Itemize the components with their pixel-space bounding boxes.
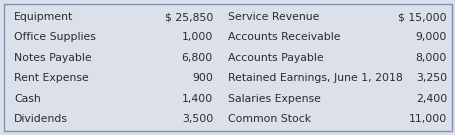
Text: 3,250: 3,250 — [415, 73, 446, 83]
Text: $ 15,000: $ 15,000 — [398, 12, 446, 22]
Text: 8,000: 8,000 — [415, 53, 446, 63]
Text: Cash: Cash — [14, 94, 40, 104]
Text: Service Revenue: Service Revenue — [228, 12, 318, 22]
Text: Accounts Payable: Accounts Payable — [228, 53, 323, 63]
Text: 11,000: 11,000 — [408, 114, 446, 124]
Text: Common Stock: Common Stock — [228, 114, 310, 124]
Text: 1,400: 1,400 — [182, 94, 212, 104]
Text: Salaries Expense: Salaries Expense — [228, 94, 320, 104]
Text: 1,000: 1,000 — [181, 32, 212, 42]
Text: Notes Payable: Notes Payable — [14, 53, 91, 63]
Text: Equipment: Equipment — [14, 12, 73, 22]
Text: Rent Expense: Rent Expense — [14, 73, 89, 83]
Text: Accounts Receivable: Accounts Receivable — [228, 32, 340, 42]
Text: Office Supplies: Office Supplies — [14, 32, 96, 42]
Text: 9,000: 9,000 — [415, 32, 446, 42]
Text: Dividends: Dividends — [14, 114, 68, 124]
Text: Retained Earnings, June 1, 2018: Retained Earnings, June 1, 2018 — [228, 73, 402, 83]
Text: 3,500: 3,500 — [182, 114, 212, 124]
Text: 900: 900 — [192, 73, 212, 83]
Text: 6,800: 6,800 — [182, 53, 212, 63]
Text: 2,400: 2,400 — [415, 94, 446, 104]
Text: $ 25,850: $ 25,850 — [164, 12, 212, 22]
